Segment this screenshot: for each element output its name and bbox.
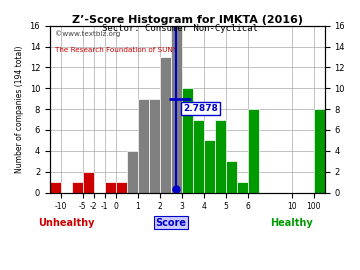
Text: Sector: Consumer Non-Cyclical: Sector: Consumer Non-Cyclical (102, 24, 258, 33)
Text: Score: Score (155, 218, 186, 228)
Bar (193, 120, 204, 193)
Text: Healthy: Healthy (270, 218, 313, 228)
Bar (138, 99, 149, 193)
Bar (160, 57, 171, 193)
Bar (116, 182, 127, 193)
Bar (204, 140, 215, 193)
Bar (171, 26, 182, 193)
Bar (215, 120, 226, 193)
Bar (226, 161, 237, 193)
Bar (105, 182, 116, 193)
Bar (182, 88, 193, 193)
Bar (237, 182, 248, 193)
Bar (83, 172, 94, 193)
Text: Unhealthy: Unhealthy (38, 218, 95, 228)
Bar (248, 109, 259, 193)
Text: The Research Foundation of SUNY: The Research Foundation of SUNY (55, 48, 177, 53)
Bar (72, 182, 83, 193)
Text: 2.7878: 2.7878 (183, 104, 218, 113)
Title: Z’-Score Histogram for IMKTA (2016): Z’-Score Histogram for IMKTA (2016) (72, 15, 303, 25)
Text: ©www.textbiz.org: ©www.textbiz.org (55, 31, 121, 38)
Bar (149, 99, 160, 193)
Bar (127, 151, 138, 193)
Bar (314, 109, 325, 193)
Bar (50, 182, 61, 193)
Y-axis label: Number of companies (194 total): Number of companies (194 total) (15, 45, 24, 173)
